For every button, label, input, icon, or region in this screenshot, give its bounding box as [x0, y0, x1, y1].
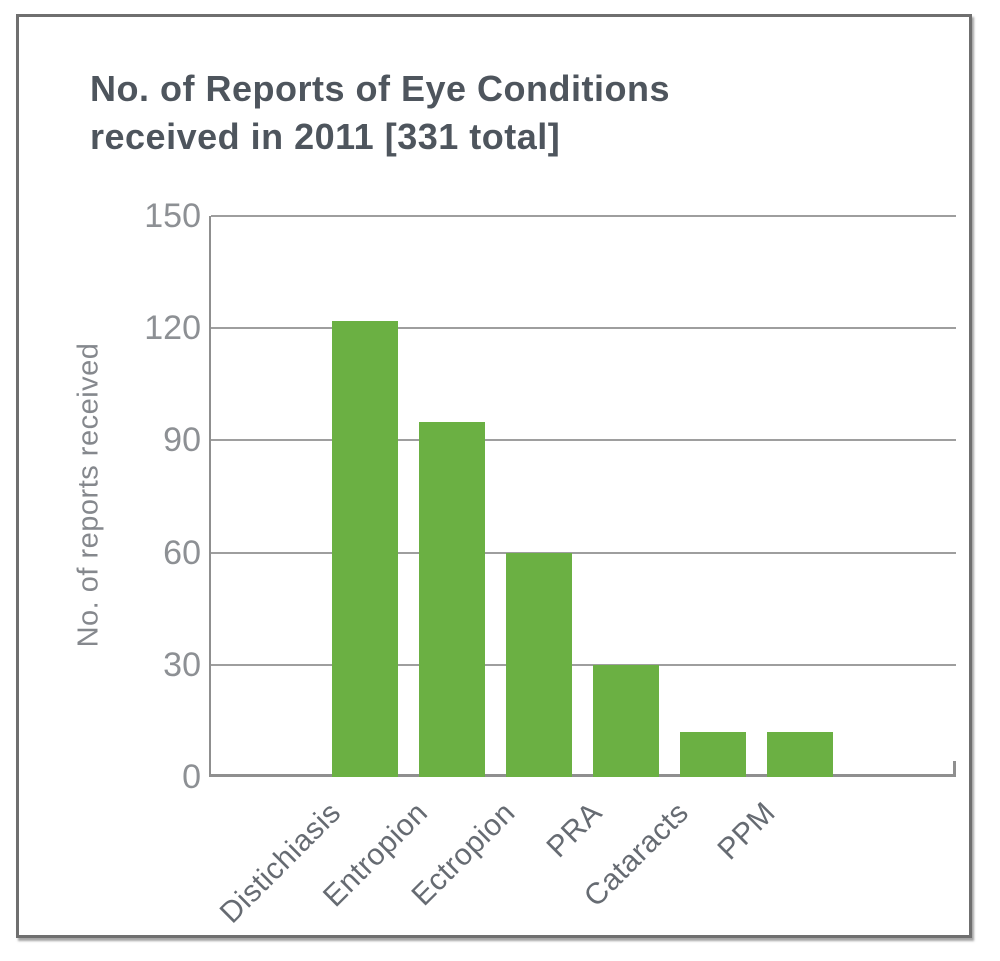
plot-area	[209, 215, 956, 777]
x-category-label-pra: PRA	[540, 796, 609, 865]
gridline-150	[211, 215, 956, 217]
x-axis-line	[209, 774, 956, 777]
y-tick-label-30: 30	[163, 645, 201, 684]
gridline-90	[211, 439, 956, 442]
chart-title-line-1: No. of Reports of Eye Conditions	[90, 68, 670, 109]
bar-distichiasis	[332, 321, 398, 777]
chart-frame: No. of Reports of Eye Conditions receive…	[16, 14, 972, 938]
x-category-label-ppm: PPM	[711, 796, 783, 867]
y-tick-label-60: 60	[163, 533, 201, 572]
gridline-60	[211, 551, 956, 554]
y-tick-label-150: 150	[144, 197, 201, 235]
y-axis-label: No. of reports received	[72, 342, 105, 648]
bar-ectropion	[506, 553, 572, 777]
bar-ppm	[767, 732, 833, 777]
chart-title: No. of Reports of Eye Conditions receive…	[90, 65, 670, 161]
bar-cataracts	[680, 732, 746, 777]
y-tick-label-0: 0	[182, 758, 201, 796]
x-axis-end-tick	[953, 761, 956, 777]
y-tick-label-90: 90	[163, 421, 201, 460]
x-category-label-distichiasis: Distichiasis	[213, 796, 348, 930]
bar-pra	[593, 665, 659, 777]
y-axis-line	[209, 216, 211, 777]
bar-entropion	[419, 422, 485, 777]
chart-title-line-2: received in 2011 [331 total]	[90, 116, 561, 157]
y-tick-label-120: 120	[144, 309, 201, 348]
gridline-120	[211, 327, 956, 330]
gridline-30	[211, 663, 956, 666]
